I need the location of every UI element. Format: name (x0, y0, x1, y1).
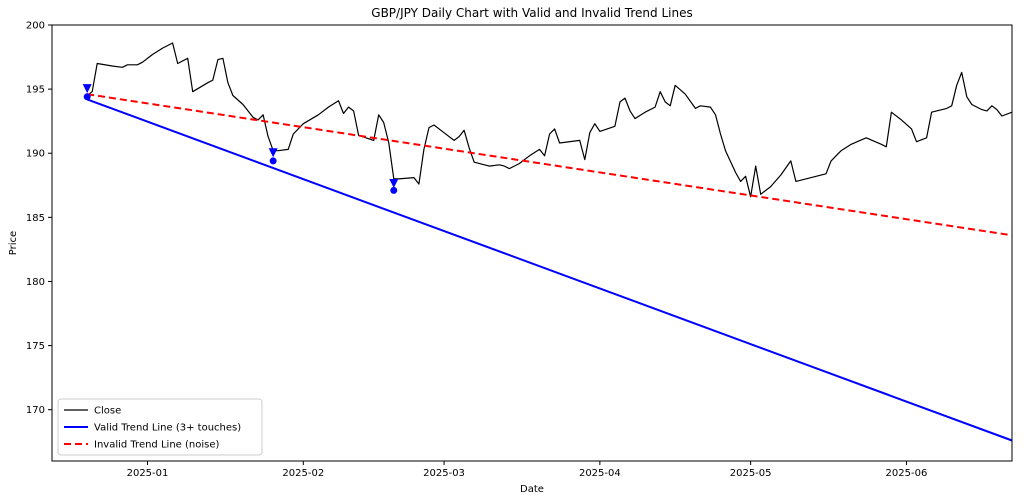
touch-point-1 (269, 157, 277, 165)
y-tick-label-2: 180 (26, 277, 45, 288)
x-tick-label-1: 2025-02 (282, 468, 324, 479)
touch-marker-1 (268, 148, 278, 158)
legend: Close Valid Trend Line (3+ touches) Invali… (57, 398, 263, 456)
x-tick-label-4: 2025-05 (730, 468, 772, 479)
plot-frame (51, 24, 1013, 462)
chart-title: GBP/JPY Daily Chart with Valid and Inval… (371, 6, 692, 20)
y-tick-label-5: 195 (26, 85, 45, 96)
touch-point-0 (83, 93, 91, 101)
legend-label-2: Invalid Trend Line (noise) (94, 440, 219, 451)
y-tick-label-0: 170 (26, 405, 45, 416)
x-tick-label-5: 2025-06 (886, 468, 928, 479)
x-tick-label-3: 2025-04 (579, 468, 621, 479)
series-line-1 (86, 98, 1013, 442)
y-tick-label-4: 190 (26, 149, 45, 160)
axis-ticks: 2025-01 2025-02 2025-03 2025-04 2025-05 2025-… (26, 21, 927, 480)
series-line-2 (87, 93, 1013, 237)
y-axis-label: Price (8, 231, 19, 255)
legend-label-1: Valid Trend Line (3+ touches) (94, 423, 241, 434)
touch-point-2 (390, 186, 398, 194)
y-tick-label-3: 185 (26, 213, 45, 224)
touch-marker-0 (82, 84, 92, 94)
x-tick-label-2: 2025-03 (423, 468, 465, 479)
y-tick-label-6: 200 (26, 21, 45, 32)
y-tick-label-1: 175 (26, 341, 45, 352)
touch-marker-2 (389, 179, 399, 189)
series-line-0 (86, 42, 1013, 198)
legend-label-0: Close (94, 406, 121, 417)
x-axis-label: Date (520, 484, 544, 495)
legend-box (57, 398, 263, 456)
plot-area (82, 42, 1013, 442)
x-tick-label-0: 2025-01 (127, 468, 169, 479)
